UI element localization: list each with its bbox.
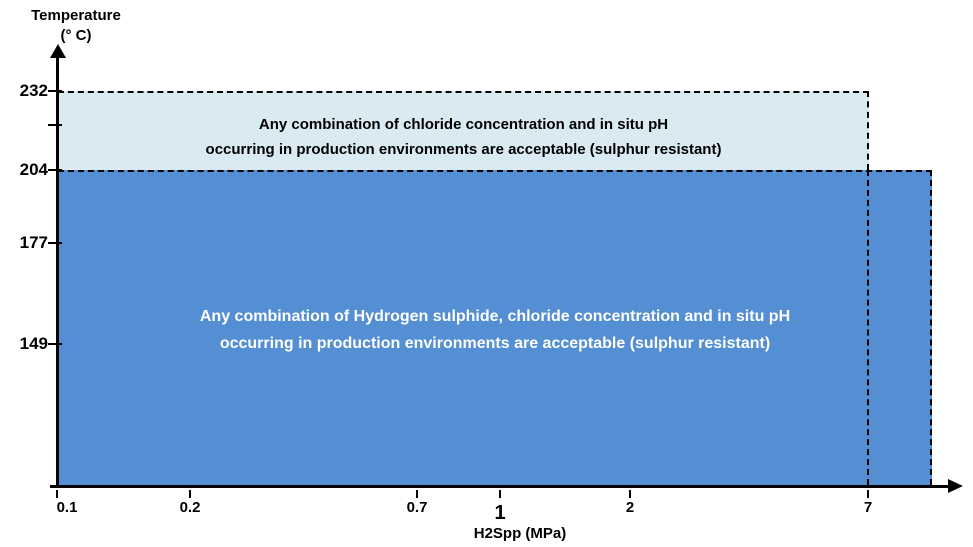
dashed-line-at-7mpa <box>867 170 869 485</box>
x-tick-label-0.7: 0.7 <box>406 499 428 516</box>
y-axis-title-line1: Temperature <box>31 7 121 24</box>
upper-acceptable-region <box>58 91 869 170</box>
x-tick-0.7 <box>416 490 418 498</box>
x-axis-arrow-icon <box>948 479 963 493</box>
lower-region-label: Any combination of Hydrogen sulphide, ch… <box>60 303 930 357</box>
x-tick-0.2 <box>189 490 191 498</box>
upper-region-label-line1: Any combination of chloride concentratio… <box>258 116 669 133</box>
y-tick-label-177: 177 <box>19 233 48 252</box>
lower-acceptable-region <box>58 170 932 485</box>
x-tick-label-1: 1 <box>494 502 506 524</box>
y-tick-minor <box>48 124 62 126</box>
x-tick-label-2: 2 <box>625 499 635 516</box>
lower-region-label-line1: Any combination of Hydrogen sulphide, ch… <box>199 308 791 325</box>
x-tick-label-0.2: 0.2 <box>179 499 201 516</box>
y-axis-title-line2: (° C) <box>60 27 92 44</box>
lower-region-label-line2: occurring in production environments are… <box>219 335 771 352</box>
y-tick-label-232: 232 <box>19 81 48 100</box>
x-tick-7 <box>867 490 869 498</box>
y-tick-label-204: 204 <box>19 160 48 179</box>
y-tick-204 <box>48 169 62 171</box>
y-tick-232 <box>48 90 62 92</box>
y-axis-arrow-icon <box>50 44 66 58</box>
y-axis-line <box>56 56 59 488</box>
x-tick-0.1 <box>56 490 58 498</box>
x-tick-2 <box>629 490 631 498</box>
x-tick-label-7: 7 <box>863 499 873 516</box>
x-axis-title: H2Spp (MPa) <box>473 525 567 542</box>
upper-region-label: Any combination of chloride concentratio… <box>60 112 867 162</box>
y-tick-label-149: 149 <box>19 334 48 353</box>
x-tick-1 <box>499 490 501 498</box>
x-axis-line <box>50 485 950 488</box>
x-tick-label-0.1: 0.1 <box>56 499 78 516</box>
y-tick-149 <box>48 343 62 345</box>
y-axis-title: Temperature (° C) <box>16 6 136 46</box>
upper-region-label-line2: occurring in production environments are… <box>205 141 722 158</box>
y-tick-177 <box>48 242 62 244</box>
